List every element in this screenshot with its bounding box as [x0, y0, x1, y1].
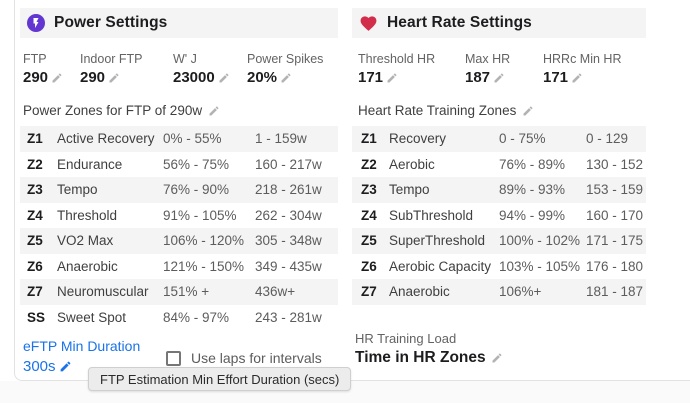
hr-zone-row: Z6 Aerobic Capacity 103% - 105% 176 - 180 — [361, 258, 644, 274]
power-spikes-field: Power Spikes 20% — [247, 52, 323, 86]
heart-fields-row: Threshold HR 171 Max HR 187 HRRc Min HR … — [352, 52, 646, 86]
hr-zone-row: Z1 Recovery 0 - 75% 0 - 129 — [352, 126, 646, 152]
w-prime-edit-icon[interactable] — [218, 72, 230, 84]
power-fields-row: FTP 290 Indoor FTP 290 W' J 23000 Power … — [20, 52, 338, 86]
hr-training-load-value: Time in HR Zones — [355, 348, 486, 366]
heart-rate-settings-title: Heart Rate Settings — [387, 14, 532, 31]
power-settings-header: Power Settings — [20, 8, 338, 38]
hr-zone-row: Z2 Aerobic 76% - 89% 130 - 152 — [361, 156, 644, 172]
indoor-ftp-field: Indoor FTP 290 — [80, 52, 173, 86]
threshold-hr-value: 171 — [358, 69, 384, 86]
use-laps-label[interactable]: Use laps for intervals — [191, 350, 322, 366]
threshold-hr-label: Threshold HR — [358, 52, 436, 66]
power-zones-edit-icon[interactable] — [208, 105, 220, 117]
use-laps-row: Use laps for intervals — [166, 341, 322, 375]
power-zone-row: Z6 Anaerobic 121% - 150% 349 - 435w — [27, 258, 322, 274]
w-prime-field: W' J 23000 — [173, 52, 247, 86]
heart-rate-settings-panel: Heart Rate Settings Threshold HR 171 Max… — [352, 8, 646, 367]
hr-training-load-label: HR Training Load — [355, 330, 457, 346]
power-footer: eFTP Min Duration 300s Use laps for inte… — [20, 338, 338, 375]
indoor-ftp-value: 290 — [80, 69, 106, 86]
hr-zones-title: Heart Rate Training Zones — [352, 103, 646, 118]
power-zone-row: Z5 VO2 Max 106% - 120% 305 - 348w — [20, 228, 338, 254]
hrrc-min-hr-label: HRRc Min HR — [543, 52, 622, 66]
hr-zones-table: Z1 Recovery 0 - 75% 0 - 129 Z2 Aerobic 76% - … — [352, 126, 646, 305]
hr-zones-edit-icon[interactable] — [522, 105, 534, 117]
power-settings-panel: Power Settings FTP 290 Indoor FTP 290 W'… — [20, 8, 338, 375]
power-spikes-edit-icon[interactable] — [280, 72, 292, 84]
max-hr-label: Max HR — [465, 52, 511, 66]
hr-zone-row: Z5 SuperThreshold 100% - 102% 171 - 175 — [352, 228, 646, 254]
eftp-min-duration-link[interactable]: eFTP Min Duration — [23, 338, 141, 354]
threshold-hr-field: Threshold HR 171 — [358, 52, 465, 86]
ftp-field: FTP 290 — [23, 52, 80, 86]
w-prime-value: 23000 — [173, 69, 215, 86]
heart-icon — [359, 14, 378, 33]
hr-training-load-block: HR Training Load Time in HR Zones — [352, 331, 646, 367]
max-hr-field: Max HR 187 — [465, 52, 543, 86]
hrrc-min-hr-field: HRRc Min HR 171 — [543, 52, 621, 86]
power-zones-table: Z1 Active Recovery 0% - 55% 1 - 159w Z2 Endu… — [20, 126, 338, 330]
power-settings-title: Power Settings — [54, 14, 168, 31]
power-bolt-icon — [27, 14, 45, 32]
hrrc-min-hr-edit-icon[interactable] — [571, 72, 583, 84]
max-hr-edit-icon[interactable] — [493, 72, 505, 84]
indoor-ftp-edit-icon[interactable] — [108, 72, 120, 84]
power-zones-title: Power Zones for FTP of 290w — [20, 103, 338, 118]
power-zone-row: SS Sweet Spot 84% - 97% 243 - 281w — [27, 309, 322, 325]
power-zone-row: Z2 Endurance 56% - 75% 160 - 217w — [27, 156, 322, 172]
hr-zone-row: Z4 SubThreshold 94% - 99% 160 - 170 — [361, 207, 644, 223]
hr-zone-row: Z3 Tempo 89% - 93% 153 - 159 — [352, 177, 646, 203]
eftp-min-duration-block: eFTP Min Duration 300s — [23, 338, 166, 375]
eftp-tooltip: FTP Estimation Min Effort Duration (secs… — [88, 367, 352, 391]
eftp-min-duration-value[interactable]: 300s — [23, 358, 56, 375]
hr-training-load-edit-icon[interactable] — [491, 352, 503, 364]
use-laps-checkbox[interactable] — [166, 350, 181, 366]
power-spikes-value: 20% — [247, 69, 278, 86]
hrrc-min-hr-value: 171 — [543, 69, 569, 86]
threshold-hr-edit-icon[interactable] — [386, 72, 398, 84]
power-zone-row: Z1 Active Recovery 0% - 55% 1 - 159w — [20, 126, 338, 152]
power-zone-row: Z7 Neuromuscular 151% +436w+ — [20, 279, 338, 305]
heart-rate-settings-header: Heart Rate Settings — [352, 8, 646, 38]
power-zone-row: Z4 Threshold 91% - 105% 262 - 304w — [27, 207, 322, 223]
ftp-edit-icon[interactable] — [51, 72, 63, 84]
hr-zone-row: Z7 Anaerobic 106%+ 181 - 187 — [352, 279, 646, 305]
power-spikes-label: Power Spikes — [247, 52, 324, 66]
ftp-label: FTP — [23, 52, 47, 66]
power-zone-row: Z3 Tempo 76% - 90% 218 - 261w — [20, 177, 338, 203]
indoor-ftp-label: Indoor FTP — [80, 52, 143, 66]
w-prime-label: W' J — [173, 52, 197, 66]
max-hr-value: 187 — [465, 69, 491, 86]
eftp-edit-icon[interactable] — [59, 360, 72, 373]
ftp-value: 290 — [23, 69, 49, 86]
